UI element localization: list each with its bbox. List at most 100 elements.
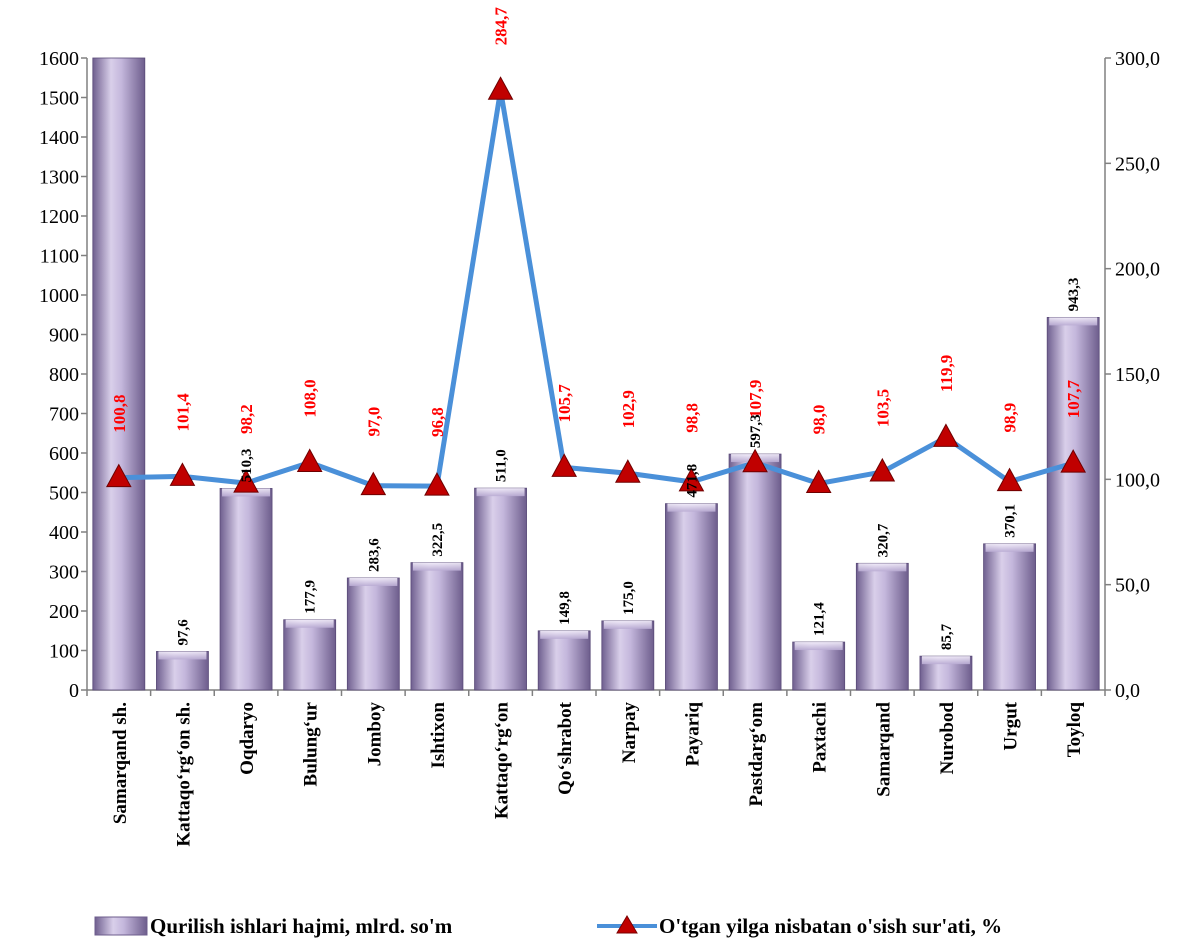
bar-body <box>1046 316 1100 691</box>
line-marker <box>996 467 1023 492</box>
bar <box>983 543 1036 691</box>
legend-swatch-bars <box>94 916 148 936</box>
category-label: Kattaqo‘rg‘on <box>492 702 513 820</box>
left-tick-label: 100 <box>49 641 79 663</box>
line-marker <box>487 76 514 100</box>
left-tick-label: 900 <box>49 325 79 347</box>
legend-item-bars[interactable]: Qurilish ishlari hajmi, mlrd. so'm <box>94 914 453 938</box>
bar-value-label: 370,1 <box>1003 504 1019 538</box>
left-tick-label: 0 <box>69 680 79 702</box>
left-tick-label: 1200 <box>39 206 79 228</box>
category-label: Bulung‘ur <box>301 701 322 786</box>
line-series <box>105 76 1087 496</box>
bar <box>283 619 337 691</box>
bar-top-highlight <box>603 620 652 629</box>
bar-body <box>283 619 337 691</box>
bar-top-highlight <box>667 503 716 512</box>
category-label: Samarqand <box>873 702 894 797</box>
line-marker <box>296 448 323 472</box>
left-tick-label: 1000 <box>39 285 79 307</box>
bar <box>1046 316 1100 691</box>
left-tick-label: 400 <box>49 522 79 544</box>
bar <box>537 630 591 691</box>
right-tick-label: 100,0 <box>1115 469 1160 491</box>
line-marker <box>105 463 132 488</box>
left-tick-label: 200 <box>49 601 79 623</box>
bar-value-label: 177,9 <box>303 580 319 614</box>
bar-value-label: 511,0 <box>494 449 510 482</box>
line-value-label: 98,0 <box>810 405 829 435</box>
bar <box>219 488 273 691</box>
bar-value-label: 283,6 <box>366 538 382 572</box>
bar-value-label: 149,8 <box>557 591 573 625</box>
bar-value-label: 85,7 <box>939 623 955 650</box>
line-value-label: 102,9 <box>619 390 638 428</box>
category-label: Pastdarg‘om <box>746 702 767 807</box>
bar-top-highlight <box>1049 317 1098 326</box>
line-value-label: 100,8 <box>110 395 129 433</box>
bar-body <box>855 562 909 691</box>
bar-value-label: 510,3 <box>239 449 255 483</box>
line-marker <box>869 457 896 482</box>
line-value-label: 101,4 <box>173 393 192 432</box>
category-label: Urgut <box>1001 701 1022 750</box>
line-value-label: 98,8 <box>682 403 701 433</box>
bar <box>156 651 209 691</box>
line-value-label: 107,7 <box>1064 379 1083 418</box>
left-tick-label: 700 <box>49 404 79 426</box>
right-tick-label: 150,0 <box>1115 364 1160 386</box>
left-tick-label: 600 <box>49 443 79 465</box>
axes: 0 100 200 300 400 500 600 700 800 900 1000 1100 1200… <box>39 48 1160 847</box>
bar-value-label: 597,3 <box>748 414 764 448</box>
legend-marker-line <box>616 915 638 934</box>
bar-value-label: 121,4 <box>812 602 828 636</box>
bar <box>919 655 973 691</box>
bar <box>474 487 527 691</box>
bar-top-highlight <box>921 656 970 665</box>
bar-value-label: 175,0 <box>621 581 637 615</box>
left-tick-label: 1400 <box>39 127 79 149</box>
line-value-label: 105,7 <box>555 384 574 423</box>
legend-label-line: O'tgan yilga nisbatan o'sish sur'ati, % <box>659 914 1002 938</box>
line-value-label: 98,2 <box>237 404 256 434</box>
data-labels: 97,6 510,3 177,9 283,6 322,5 511,0 149,8 175,0 4… <box>110 7 1083 651</box>
left-tick-label: 1300 <box>39 167 79 189</box>
line-marker <box>1060 449 1087 473</box>
bar-body <box>346 577 400 691</box>
bar-value-label: 943,3 <box>1066 278 1082 312</box>
bar-top-highlight <box>476 488 525 497</box>
line-marker <box>933 423 959 447</box>
legend: Qurilish ishlari hajmi, mlrd. so'm O'tga… <box>94 914 1002 938</box>
line-path <box>118 87 1074 489</box>
right-tick-label: 50,0 <box>1115 575 1150 597</box>
right-tick-label: 200,0 <box>1115 259 1160 281</box>
bar <box>855 562 909 691</box>
right-tick-label: 300,0 <box>1115 48 1160 70</box>
line-value-label: 96,8 <box>428 407 447 437</box>
bar-body <box>219 488 273 691</box>
left-tick-label: 1500 <box>39 88 79 110</box>
line-value-label: 107,9 <box>746 380 765 418</box>
bar-top-highlight <box>858 563 907 572</box>
left-tick-label: 300 <box>49 562 79 584</box>
line-marker <box>360 471 387 496</box>
legend-item-line[interactable]: O'tgan yilga nisbatan o'sish sur'ati, % <box>597 914 1002 938</box>
category-label: Jomboy <box>364 702 385 767</box>
line-marker <box>169 462 196 486</box>
bar-top-highlight <box>794 642 843 651</box>
line-value-label: 284,7 <box>492 7 511 46</box>
bar-value-label: 97,6 <box>175 619 191 646</box>
left-tick-label: 1600 <box>39 48 79 70</box>
line-value-label: 97,0 <box>364 407 383 437</box>
bar <box>665 503 718 691</box>
category-label: Oqdaryo <box>237 702 258 775</box>
line-marker <box>805 469 832 494</box>
right-tick-label: 250,0 <box>1115 153 1160 175</box>
bar-body <box>537 630 591 691</box>
bar-value-label: 320,7 <box>875 523 891 557</box>
category-label: Qo‘shrabot <box>555 701 576 795</box>
category-label: Samarqand sh. <box>110 702 131 824</box>
line-marker <box>551 453 578 477</box>
left-tick-label: 500 <box>49 483 79 505</box>
